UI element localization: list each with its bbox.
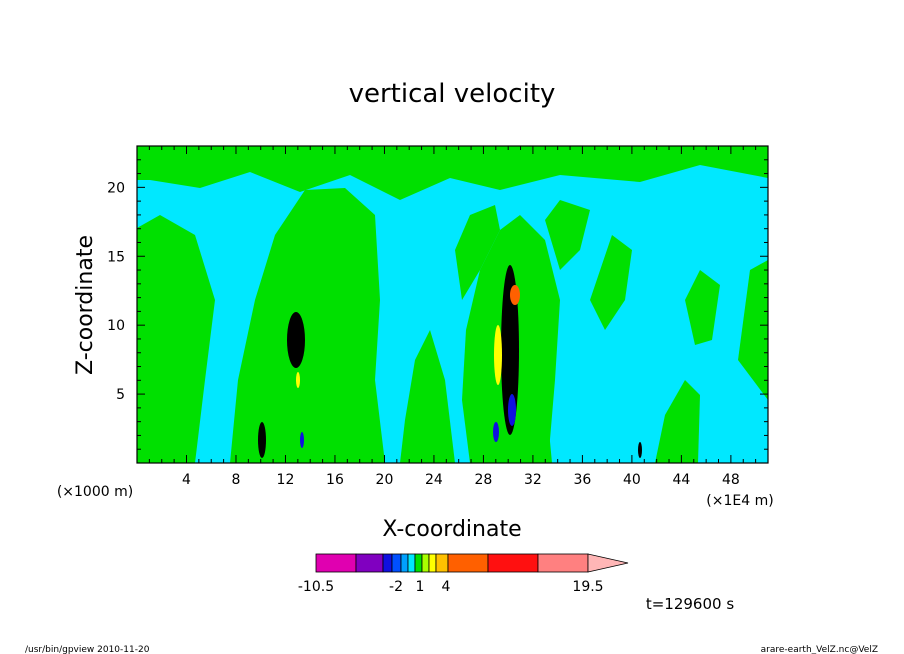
plot-frame (136, 145, 769, 464)
x-tick-label: 16 (326, 472, 344, 488)
x-tick-label: 44 (672, 472, 690, 488)
positive-region-1 (137, 146, 768, 200)
colorbar-label: 19.5 (572, 579, 603, 595)
colorbar-label: 4 (442, 579, 451, 595)
colorbar-segment (487, 553, 539, 573)
core-low-left (258, 422, 266, 458)
colorbar-segment (537, 553, 589, 573)
positive-region-9 (590, 235, 632, 330)
colorbar-segment (382, 553, 393, 573)
y-tick-label: 15 (107, 249, 125, 265)
x-axis-units-left: (×1000 m) (57, 484, 133, 500)
colorbar-label: -10.5 (298, 579, 334, 595)
colorbar-segment (428, 553, 437, 573)
colorbar-segment (447, 553, 489, 573)
footer-right: arare-earth_VelZ.nc@VelZ (761, 645, 878, 654)
x-tick-label: 36 (573, 472, 591, 488)
x-axis-units-right: (×1E4 m) (706, 493, 773, 509)
core-main-yellow (494, 325, 502, 385)
colorbar-segment (355, 553, 384, 573)
time-label: t=129600 s (646, 595, 734, 613)
positive-region-7 (455, 205, 500, 300)
core-low-right (638, 442, 642, 458)
x-tick-label: 24 (425, 472, 443, 488)
plot-area (137, 146, 768, 463)
colorbar-segment (400, 553, 409, 573)
x-tick-label: 20 (376, 472, 394, 488)
colorbar-segment (407, 553, 416, 573)
y-axis-ticks: 5 10 15 20 (107, 159, 768, 450)
positive-region-2 (137, 215, 215, 463)
core-left (287, 312, 305, 368)
colorbar-label: -2 (389, 579, 403, 595)
y-tick-label: 5 (116, 387, 125, 403)
colorbar-segment (435, 553, 449, 573)
colorbar-segment (391, 553, 402, 573)
positive-region-5 (400, 330, 455, 463)
convective-cores (258, 265, 642, 458)
x-tick-label: 8 (232, 472, 241, 488)
x-tick-label: 12 (277, 472, 295, 488)
colorbar-arrow (587, 553, 629, 573)
x-tick-label: 4 (182, 472, 191, 488)
core-main-blue-2 (493, 422, 499, 442)
footer-left: /usr/bin/gpview 2010-11-20 (25, 645, 150, 654)
colorbar-segment (315, 553, 357, 573)
core-left-blue (300, 432, 304, 448)
y-axis-label: Z-coordinate (73, 235, 98, 375)
colorbar-segment (421, 553, 430, 573)
positive-region-13 (520, 390, 552, 463)
colorbar-segment (414, 553, 423, 573)
core-left-yellow (296, 372, 300, 388)
core-main (501, 265, 519, 435)
x-tick-label: 28 (475, 472, 493, 488)
positive-region-3 (230, 188, 385, 463)
positive-region-4 (290, 300, 345, 463)
chart-title: vertical velocity (349, 79, 556, 109)
positive-region-10 (655, 380, 700, 463)
y-tick-label: 20 (107, 180, 125, 196)
y-tick-label: 10 (107, 318, 125, 334)
positive-region-8 (545, 200, 590, 270)
positive-region-12 (738, 260, 768, 400)
x-axis-ticks: 4 8 12 16 20 24 28 32 36 40 44 48 (148, 146, 757, 488)
core-main-orange (510, 285, 520, 305)
colorbar-label: 1 (416, 579, 425, 595)
x-tick-label: 32 (524, 472, 542, 488)
colorbar (315, 553, 629, 573)
colorbar-labels: -10.5 -2 1 4 19.5 (298, 579, 604, 595)
x-tick-label: 48 (722, 472, 740, 488)
positive-region-11 (685, 270, 720, 345)
core-main-blue (508, 394, 516, 426)
x-tick-label: 40 (623, 472, 641, 488)
x-axis-label: X-coordinate (382, 517, 521, 542)
